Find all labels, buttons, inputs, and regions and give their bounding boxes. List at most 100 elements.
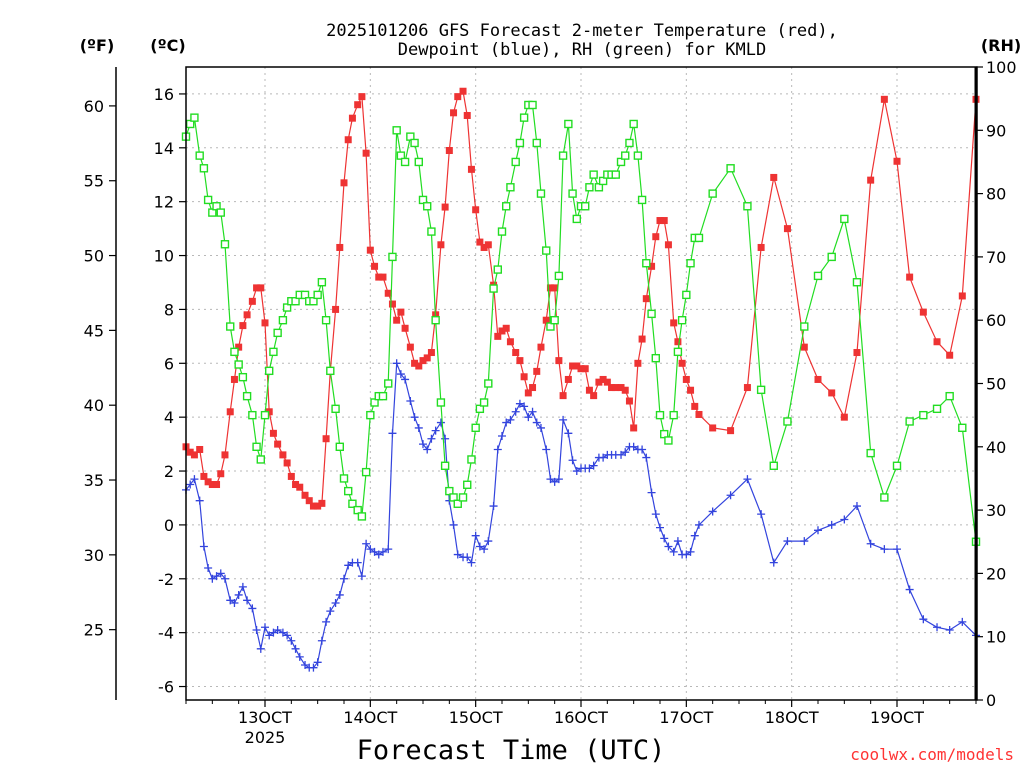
dewpoint-point [515, 399, 524, 408]
temperature-point [678, 359, 686, 367]
temperature-point [454, 93, 462, 101]
rh-point [783, 417, 792, 426]
dewpoint-point [489, 502, 498, 511]
rh-point [958, 423, 967, 433]
dewpoint-point [536, 423, 545, 432]
x-tick-label: 18OCT [765, 708, 819, 727]
temperature-point [559, 392, 567, 400]
dewpoint-point [362, 539, 371, 548]
dewpoint-point [278, 628, 287, 637]
dewpoint-point [568, 456, 577, 465]
rh-tick-label: 40 [986, 438, 1006, 457]
rh-point [564, 119, 573, 129]
rh-point [242, 391, 252, 401]
dewpoint-point [269, 628, 278, 637]
rh-point [436, 398, 446, 407]
rh-point [440, 461, 450, 470]
temperature-point [498, 327, 506, 335]
temperature-point [919, 308, 927, 316]
temperature-point [441, 203, 449, 211]
rh-point [633, 151, 643, 160]
rh-point [252, 442, 261, 451]
celsius-tick-label: -4 [158, 624, 174, 643]
rh-point [471, 423, 480, 433]
temperature-point [625, 397, 633, 405]
dewpoint-point [374, 550, 383, 559]
temperature-point [415, 362, 423, 370]
dewpoint-point [958, 617, 967, 626]
celsius-tick-label: 12 [154, 193, 174, 212]
temperature-point [253, 284, 261, 292]
rh-point [199, 164, 209, 173]
rh-point [208, 208, 217, 217]
temperature-point [555, 357, 563, 365]
dewpoint-point [673, 537, 682, 546]
temperature-point [709, 424, 717, 432]
rh-point [629, 119, 638, 129]
temperature-point [484, 241, 492, 249]
dewpoint-point [471, 531, 480, 540]
rh-tick-label: 10 [986, 628, 1006, 647]
temperature-point [336, 243, 344, 251]
fahrenheit-tick-label: 40 [84, 396, 104, 415]
dewpoint-point [814, 526, 822, 535]
temperature-point [301, 491, 309, 499]
celsius-tick-label: -6 [158, 678, 174, 697]
rh-point [532, 138, 541, 148]
dewpoint-point [406, 397, 415, 406]
grid-layer [186, 67, 976, 700]
rh-point [269, 347, 278, 357]
rh-point [203, 195, 213, 205]
rh-point [642, 259, 651, 268]
temperature-point [682, 375, 690, 383]
fahrenheit-tick-label: 45 [84, 321, 104, 340]
dewpoint-point [905, 585, 914, 594]
dewpoint-point [261, 623, 269, 632]
dewpoint-point [550, 477, 559, 486]
dewpoint-point [511, 407, 520, 416]
dewpoint-point [423, 445, 432, 454]
temperature-point [906, 273, 914, 281]
dewpoint-point [453, 550, 462, 559]
chart-title-line-2: Dewpoint (blue), RH (green) for KMLD [398, 40, 766, 60]
temperature-point [573, 362, 581, 370]
rh-point [866, 448, 875, 458]
temperature-point [687, 386, 695, 394]
dewpoint-point [638, 445, 647, 454]
dewpoint-point [414, 423, 423, 432]
rh-point [410, 138, 419, 148]
temperature-point [595, 378, 603, 386]
rh-point [300, 290, 310, 300]
dewpoint-point [344, 561, 353, 570]
dewpoint-point [506, 415, 515, 424]
rh-point [511, 157, 520, 167]
dewpoint-point [757, 510, 766, 519]
rh-point [467, 455, 476, 464]
rh-tick-label: 80 [986, 185, 1006, 204]
temperature-point [867, 176, 875, 184]
dewpoint-point [335, 590, 344, 599]
rh-point [427, 227, 436, 236]
celsius-tick-label: 16 [154, 85, 174, 104]
rh-point [326, 366, 335, 376]
dewpoint-point [441, 434, 450, 443]
rh-point [585, 183, 594, 192]
temperature-point [379, 273, 387, 281]
rh-point [445, 486, 454, 496]
rh-point [554, 271, 564, 281]
rh-point [694, 233, 704, 243]
temperature-point [494, 332, 502, 340]
temperature-point [695, 410, 703, 418]
rh-point [673, 347, 683, 357]
temperature-point [362, 149, 370, 157]
rh-point [260, 410, 270, 420]
x-tick-label: 14OCT [343, 708, 397, 727]
temperature-point [322, 435, 330, 443]
dewpoint-point [546, 475, 555, 484]
temperature-point [581, 365, 589, 373]
rh-point [238, 372, 248, 382]
temperature-point [283, 459, 291, 467]
dewpoint-point [463, 553, 472, 562]
temperature-point [853, 349, 861, 357]
temperature-point [542, 316, 550, 324]
